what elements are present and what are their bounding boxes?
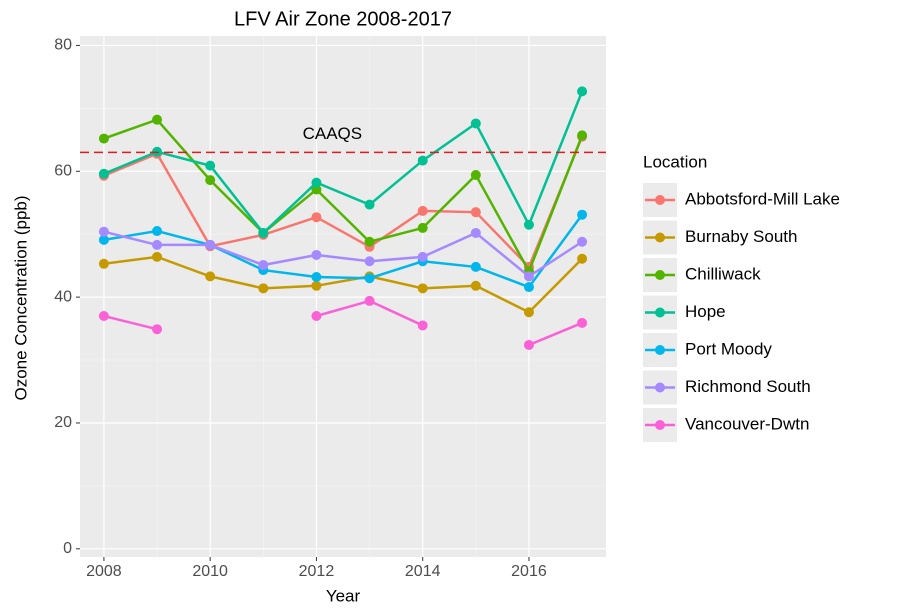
data-point [152,239,163,250]
chart-title: LFV Air Zone 2008-2017 [234,8,452,30]
data-point [205,271,216,282]
legend-point [655,270,665,280]
series-line [103,90,584,235]
data-point [98,234,109,245]
data-point [205,175,216,186]
legend-label: Chilliwack [685,264,761,283]
legend-point [655,345,665,355]
data-point [577,130,588,141]
series-line [103,136,584,270]
legend-label: Vancouver-Dwtn [685,414,809,433]
data-point [364,199,375,210]
x-tick-label: 2016 [511,563,547,580]
data-point [311,249,322,260]
data-point [98,226,109,237]
data-point [205,239,216,250]
data-point [470,280,481,291]
data-point [577,86,588,97]
legend-point [655,232,665,243]
data-point [311,212,322,223]
y-tick-label: 20 [54,414,72,431]
data-point [417,222,428,233]
data-point [577,236,588,247]
data-point [98,311,109,322]
x-tick-label: 2012 [299,563,335,580]
data-point [470,207,481,218]
legend-point [655,307,665,318]
data-point [417,283,428,294]
data-point [417,251,428,262]
reference-label: CAAQS [303,124,363,143]
data-point [523,307,534,318]
legend-label: Hope [685,302,726,321]
data-point [470,170,481,181]
data-point [577,317,588,328]
series-line [103,230,583,278]
data-point [417,155,428,166]
y-tick-label: 60 [54,163,72,180]
data-point [311,311,322,322]
legend-label: Abbotsford-Mill Lake [685,189,840,208]
data-point [152,324,163,335]
data-point [417,320,428,331]
legend-point [655,420,665,430]
data-point [364,256,375,267]
legend-title: Location [643,152,707,171]
legend-label: Richmond South [685,377,811,396]
legend-label: Port Moody [685,339,772,358]
data-point [364,295,375,306]
legend-point [655,382,665,393]
data-point [523,282,534,293]
data-point [258,260,269,271]
data-point [311,184,322,195]
x-tick-label: 2010 [192,563,228,580]
data-point [152,114,163,125]
data-point [98,168,109,179]
y-tick-label: 80 [54,37,72,54]
plot-panel [80,36,606,557]
y-tick-label: 0 [63,540,72,557]
series-line [103,213,584,289]
data-point [364,236,375,247]
data-point [470,118,481,129]
data-point [258,283,269,294]
data-point [311,280,322,291]
data-point [577,253,588,264]
y-axis-label: Ozone Concentration (ppb) [11,195,30,400]
data-point [523,271,534,282]
data-point [470,227,481,238]
series-line [103,118,584,275]
x-axis-label: Year [326,586,361,605]
data-point [311,271,322,282]
legend-point [655,195,665,205]
data-point [98,133,109,144]
data-point [523,219,534,230]
data-point [311,177,322,188]
data-point [364,273,375,284]
x-tick-label: 2008 [86,563,122,580]
series-line [103,255,583,314]
data-point [98,258,109,269]
data-point [258,227,269,238]
data-point [523,339,534,350]
data-point [417,205,428,216]
data-point [205,160,216,171]
y-tick-label: 40 [54,288,72,305]
legend-label: Burnaby South [685,227,797,246]
x-tick-label: 2014 [405,563,441,580]
data-point [577,209,588,220]
data-point [152,226,163,237]
data-point [152,251,163,262]
data-point [470,261,481,272]
